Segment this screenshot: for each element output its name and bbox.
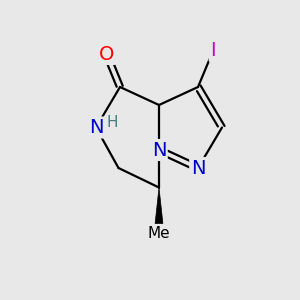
Text: H: H	[107, 115, 118, 130]
Text: Me: Me	[148, 226, 170, 242]
Text: N: N	[152, 140, 166, 160]
Text: N: N	[191, 158, 205, 178]
Text: N: N	[89, 118, 103, 137]
Text: O: O	[99, 44, 114, 64]
Text: I: I	[210, 41, 216, 61]
Polygon shape	[155, 188, 163, 224]
